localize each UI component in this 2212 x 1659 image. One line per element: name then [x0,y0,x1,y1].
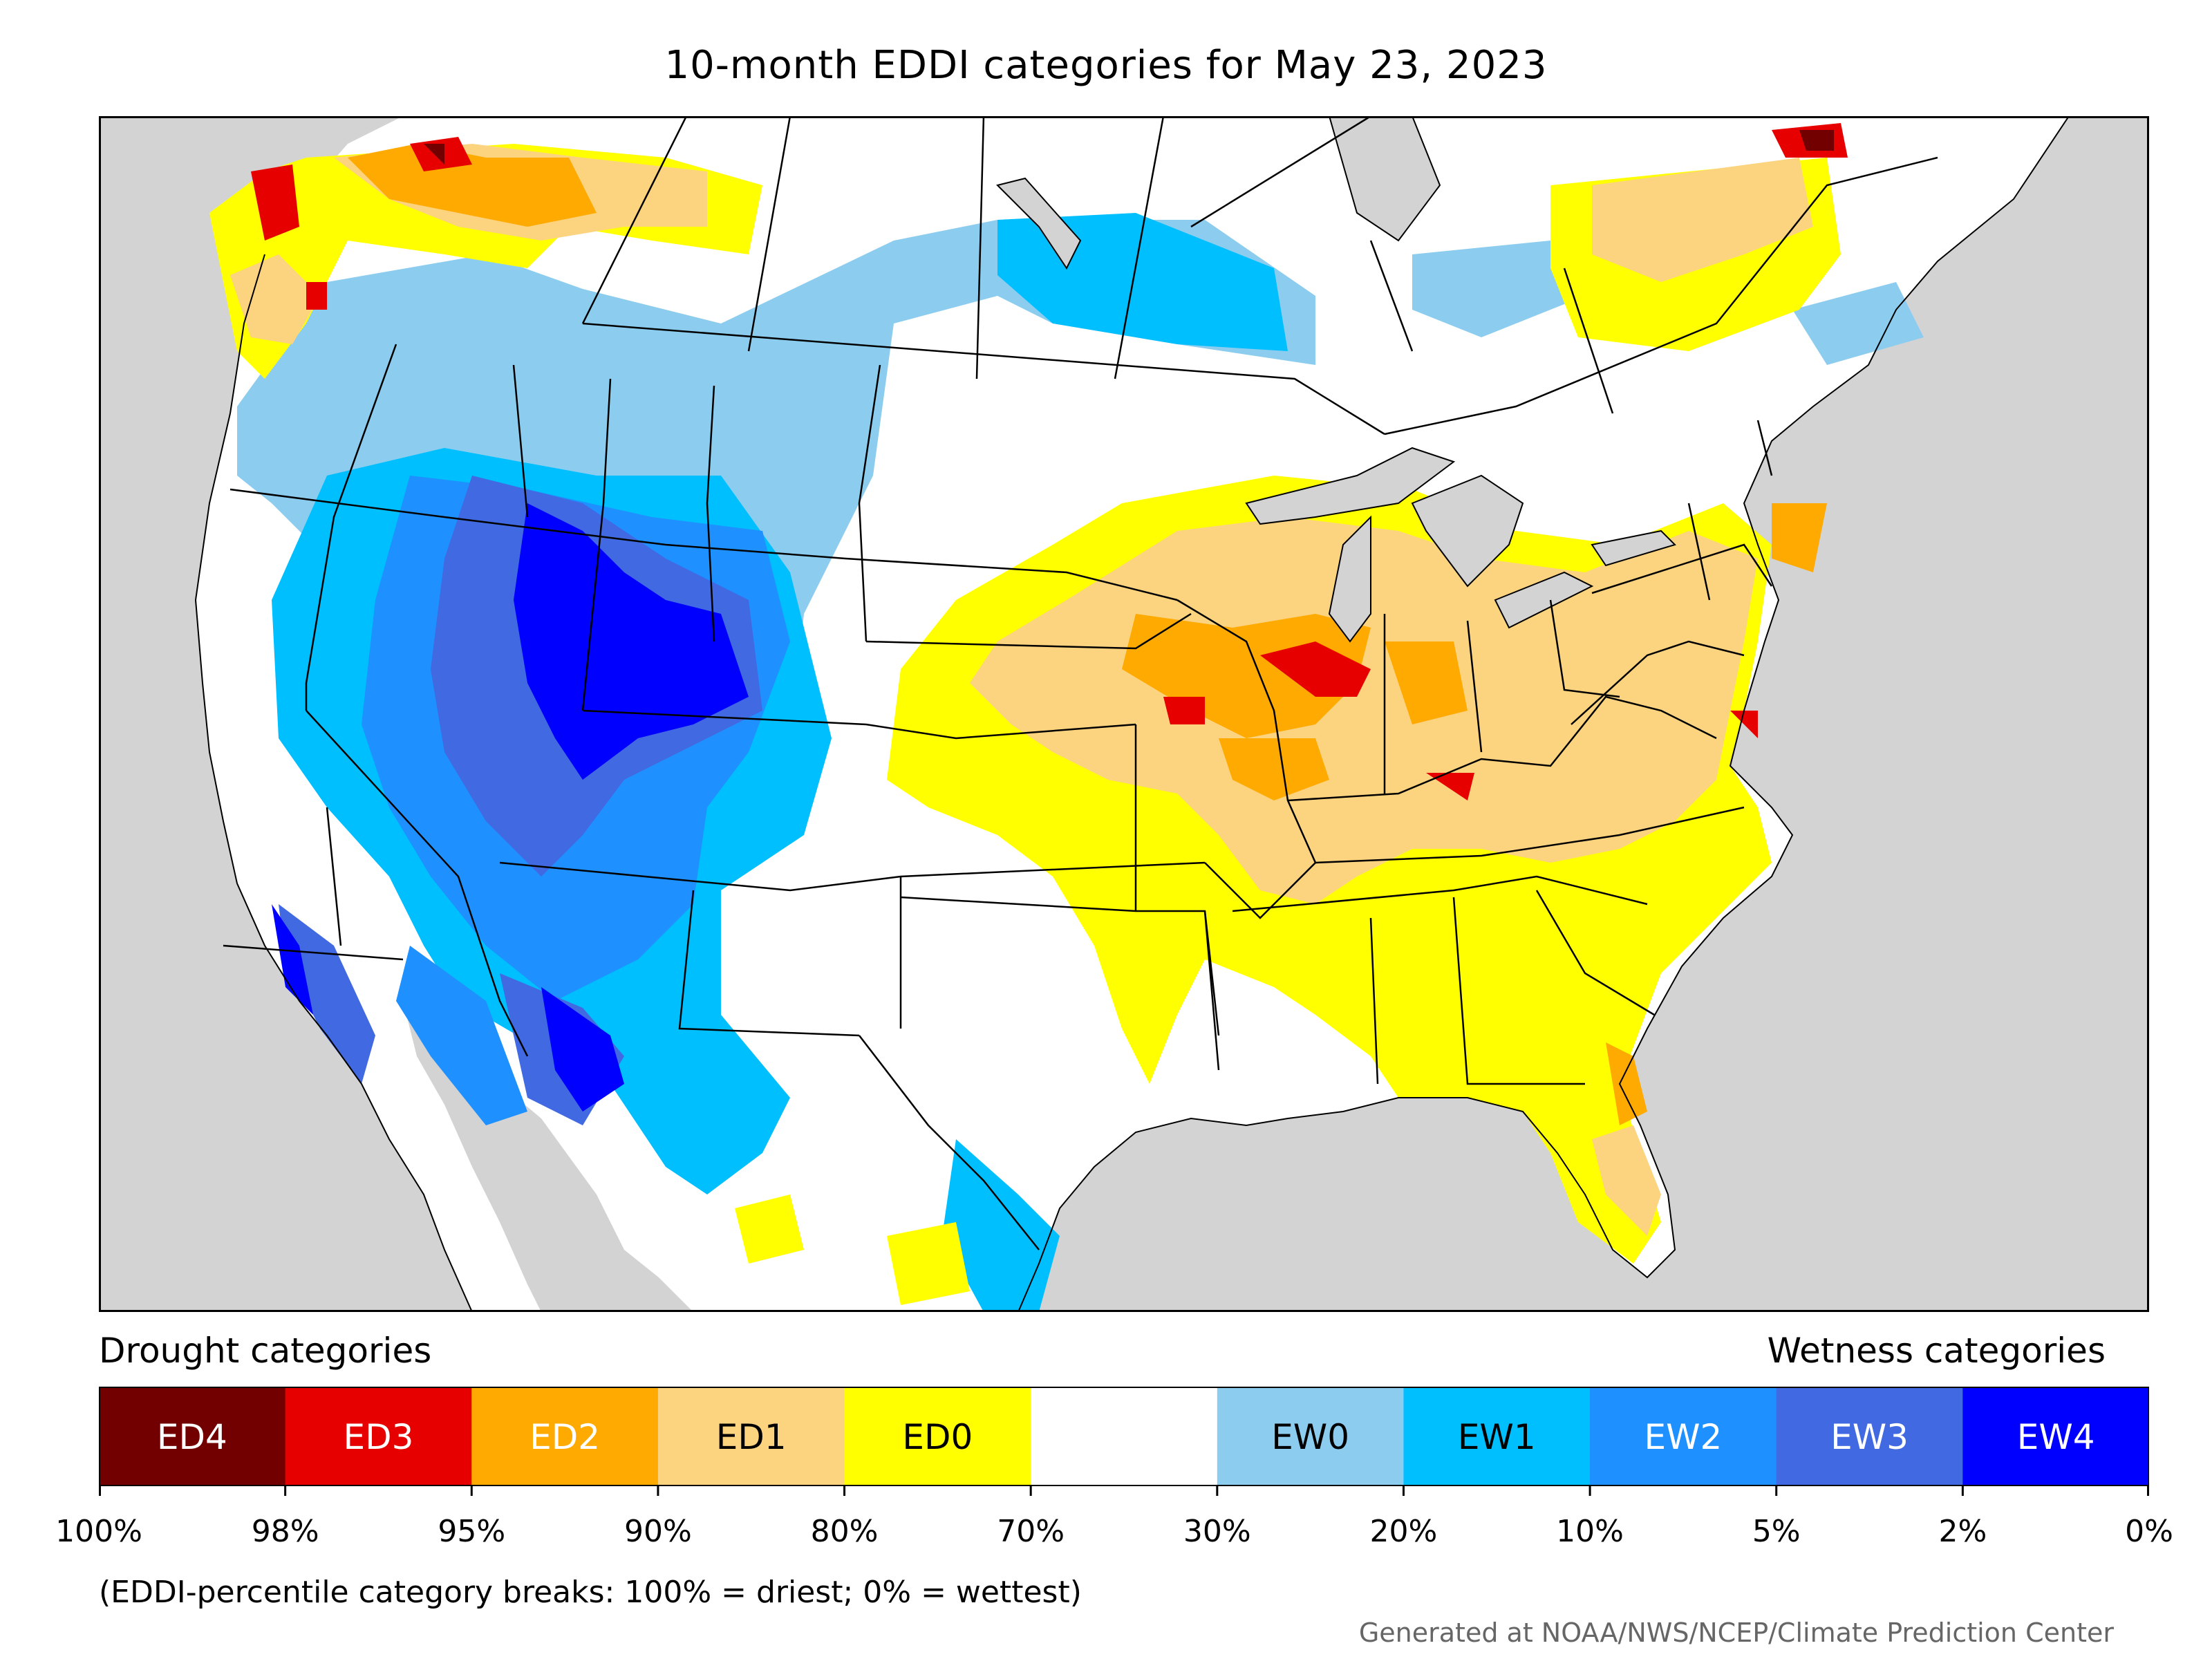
tick-label: 80% [810,1514,879,1549]
legend-swatch-ed3 [285,1387,472,1486]
lakes [996,116,1676,643]
legend-swatch-ew1 [1403,1387,1591,1486]
legend-label-ew2: EW2 [1644,1417,1722,1457]
legend-swatch-ed4 [99,1387,286,1486]
legend-label-ew3: EW3 [1830,1417,1909,1457]
legend-swatch-ew0 [1217,1387,1404,1486]
percentile-note: (EDDI-percentile category breaks: 100% =… [99,1575,1082,1610]
tick-label: 70% [997,1514,1065,1549]
legend-label-ew0: EW0 [1271,1417,1349,1457]
legend-border [99,1387,2149,1486]
tick-label: 10% [1556,1514,1624,1549]
legend-swatch-ed1 [657,1387,845,1486]
tick-label: 2% [1938,1514,1987,1549]
coastlines [194,116,2070,1312]
category-fill [209,123,1924,1312]
eddi-map [99,116,2149,1312]
drought-categories-label: Drought categories [99,1331,432,1371]
tick-label: 30% [1183,1514,1251,1549]
tick-label: 100% [55,1514,142,1549]
map-title: 10-month EDDI categories for May 23, 202… [664,43,1548,88]
legend-label-ew1: EW1 [1458,1417,1536,1457]
legend-swatch-ed2 [471,1387,659,1486]
tick-label: 5% [1752,1514,1801,1549]
borders [223,116,1938,1250]
tick-label: 90% [624,1514,692,1549]
legend-label-ed2: ED2 [529,1417,600,1457]
legend-label-ed4: ED4 [157,1417,227,1457]
legend-label-ed1: ED1 [716,1417,787,1457]
credit-text: Generated at NOAA/NWS/NCEP/Climate Predi… [1358,1618,2114,1648]
legend-label-ed0: ED0 [902,1417,973,1457]
legend-swatch-normal [1031,1387,1218,1486]
legend-label-ew4: EW4 [2017,1417,2095,1457]
legend-swatch-ew2 [1590,1387,1777,1486]
wetness-categories-label: Wetness categories [1767,1331,2106,1371]
legend-swatch-ew4 [1962,1387,2149,1486]
category-colorbar: ED4 ED3 ED2 ED1 ED0 EW0 EW1 EW2 EW3 EW4 [99,1387,2149,1496]
legend-label-ed3: ED3 [344,1417,414,1457]
legend-swatch-ew3 [1776,1387,1963,1486]
map-frame [99,116,2149,1312]
tick-label: 95% [438,1514,506,1549]
tick-label: 0% [2125,1514,2173,1549]
legend-swatch-ed0 [844,1387,1031,1486]
tick-label: 20% [1369,1514,1438,1549]
tick-label: 98% [251,1514,319,1549]
